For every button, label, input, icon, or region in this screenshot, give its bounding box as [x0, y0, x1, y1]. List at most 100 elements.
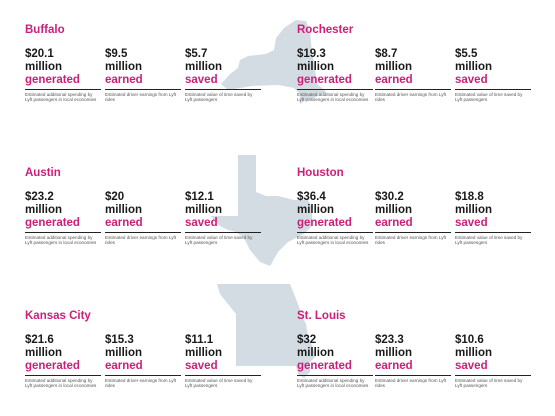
- stat-amount: $32: [297, 334, 317, 346]
- stat-amount: $12.1: [185, 191, 214, 203]
- divider: [455, 375, 531, 376]
- stat-label: earned: [105, 217, 143, 229]
- stat-earned: $20 million earned Estimated driver earn…: [105, 191, 181, 246]
- stat-amount: $21.6: [25, 334, 54, 346]
- stat-description: Estimated value of time saved by Lyft pa…: [455, 378, 523, 389]
- stat-amount: $5.5: [455, 48, 478, 60]
- stat-label: saved: [455, 360, 488, 372]
- stat-description: Estimated driver earnings from Lyft ride…: [105, 92, 177, 103]
- stat-earned: $8.7 million earned Estimated driver ear…: [375, 48, 451, 103]
- stat-label: generated: [25, 217, 80, 229]
- stat-saved: $5.7 million saved Estimated value of ti…: [185, 48, 261, 103]
- stat-label: generated: [297, 74, 352, 86]
- stat-earned: $9.5 million earned Estimated driver ear…: [105, 48, 181, 103]
- stat-generated: $19.3 million generated Estimated additi…: [297, 48, 373, 103]
- stat-generated: $21.6 million generated Estimated additi…: [25, 334, 101, 389]
- stat-unit: million: [297, 347, 335, 359]
- stat-generated: $23.2 million generated Estimated additi…: [25, 191, 101, 246]
- stat-unit: million: [105, 347, 143, 359]
- stat-label: saved: [185, 217, 218, 229]
- texas-state-shape: [211, 155, 312, 266]
- city-name: Austin: [25, 167, 61, 179]
- stat-unit: million: [25, 347, 63, 359]
- divider: [375, 232, 451, 233]
- stat-description: Estimated value of time saved by Lyft pa…: [455, 235, 523, 246]
- stat-label: earned: [105, 360, 143, 372]
- divider: [375, 375, 451, 376]
- stat-unit: million: [25, 204, 63, 216]
- divider: [375, 89, 451, 90]
- stat-description: Estimated value of time saved by Lyft pa…: [455, 92, 523, 103]
- divider: [105, 89, 181, 90]
- city-name: St. Louis: [297, 310, 346, 322]
- stat-label: saved: [185, 74, 218, 86]
- stat-unit: million: [297, 204, 335, 216]
- divider: [185, 375, 261, 376]
- stat-description: Estimated additional spending by Lyft pa…: [25, 378, 97, 389]
- stat-unit: million: [105, 61, 143, 73]
- stat-description: Estimated driver earnings from Lyft ride…: [375, 378, 447, 389]
- stat-description: Estimated additional spending by Lyft pa…: [297, 378, 369, 389]
- stat-amount: $10.6: [455, 334, 484, 346]
- stat-label: saved: [185, 360, 218, 372]
- divider: [185, 89, 261, 90]
- stat-description: Estimated driver earnings from Lyft ride…: [105, 235, 177, 246]
- city-name: Buffalo: [25, 24, 65, 36]
- stat-description: Estimated driver earnings from Lyft ride…: [105, 378, 177, 389]
- stat-amount: $23.2: [25, 191, 54, 203]
- stat-amount: $8.7: [375, 48, 398, 60]
- stat-description: Estimated driver earnings from Lyft ride…: [375, 92, 447, 103]
- divider: [25, 375, 101, 376]
- stat-description: Estimated additional spending by Lyft pa…: [25, 235, 97, 246]
- stat-description: Estimated additional spending by Lyft pa…: [297, 92, 369, 103]
- stat-description: Estimated value of time saved by Lyft pa…: [185, 235, 253, 246]
- stat-generated: $20.1 million generated Estimated additi…: [25, 48, 101, 103]
- stat-saved: $12.1 million saved Estimated value of t…: [185, 191, 261, 246]
- stat-label: earned: [105, 74, 143, 86]
- stat-generated: $36.4 million generated Estimated additi…: [297, 191, 373, 246]
- stat-amount: $18.8: [455, 191, 484, 203]
- stat-amount: $23.3: [375, 334, 404, 346]
- stat-description: Estimated additional spending by Lyft pa…: [25, 92, 97, 103]
- stat-earned: $15.3 million earned Estimated driver ea…: [105, 334, 181, 389]
- stat-unit: million: [105, 204, 143, 216]
- stat-label: generated: [297, 217, 352, 229]
- divider: [185, 232, 261, 233]
- stat-unit: million: [185, 61, 223, 73]
- city-name: Rochester: [297, 24, 354, 36]
- stat-earned: $30.2 million earned Estimated driver ea…: [375, 191, 451, 246]
- stat-description: Estimated value of time saved by Lyft pa…: [185, 92, 253, 103]
- divider: [25, 89, 101, 90]
- stat-amount: $20.1: [25, 48, 54, 60]
- stat-generated: $32 million generated Estimated addition…: [297, 334, 373, 389]
- stat-label: saved: [455, 217, 488, 229]
- stat-label: saved: [455, 74, 488, 86]
- stat-unit: million: [25, 61, 63, 73]
- stat-amount: $11.1: [185, 334, 214, 346]
- stat-saved: $11.1 million saved Estimated value of t…: [185, 334, 261, 389]
- stat-description: Estimated additional spending by Lyft pa…: [297, 235, 369, 246]
- divider: [105, 232, 181, 233]
- stat-unit: million: [375, 61, 413, 73]
- divider: [455, 89, 531, 90]
- stat-label: earned: [375, 360, 413, 372]
- divider: [297, 375, 373, 376]
- stat-amount: $20: [105, 191, 125, 203]
- stat-amount: $36.4: [297, 191, 326, 203]
- stat-amount: $9.5: [105, 48, 128, 60]
- stat-unit: million: [185, 347, 223, 359]
- stat-label: earned: [375, 217, 413, 229]
- stat-saved: $5.5 million saved Estimated value of ti…: [455, 48, 531, 103]
- city-name: Houston: [297, 167, 344, 179]
- stat-label: generated: [297, 360, 352, 372]
- stat-saved: $10.6 million saved Estimated value of t…: [455, 334, 531, 389]
- city-name: Kansas City: [25, 310, 91, 322]
- stat-amount: $5.7: [185, 48, 208, 60]
- missouri-state-shape: [217, 284, 316, 378]
- stat-amount: $19.3: [297, 48, 326, 60]
- stat-unit: million: [375, 347, 413, 359]
- divider: [297, 232, 373, 233]
- stat-amount: $15.3: [105, 334, 134, 346]
- stat-unit: million: [185, 204, 223, 216]
- stat-unit: million: [455, 61, 493, 73]
